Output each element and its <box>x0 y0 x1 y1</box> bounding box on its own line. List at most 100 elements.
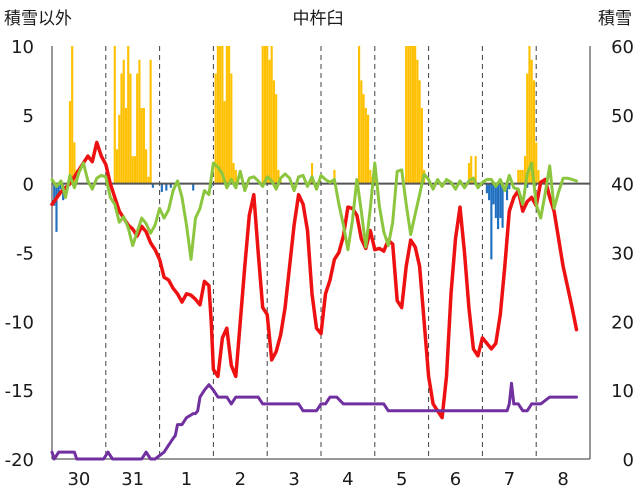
y-tick-label-right: 60 <box>611 37 634 58</box>
snow-bar <box>519 169 522 184</box>
y-tick-label-right: 40 <box>611 175 634 196</box>
snow-bar <box>138 59 141 184</box>
blue-bar <box>508 183 511 190</box>
snow-bar <box>268 59 271 184</box>
blue-bar <box>497 183 500 230</box>
snow-bar <box>420 107 423 184</box>
blue-bar <box>169 183 172 188</box>
snow-bar <box>470 156 473 184</box>
snow-bar <box>230 73 233 184</box>
snow-bar <box>68 101 71 184</box>
blue-bar <box>151 183 154 188</box>
y-tick-label-right: 10 <box>611 381 634 402</box>
blue-bar <box>526 183 529 188</box>
y-tick-label-right: 20 <box>611 312 634 333</box>
y-tick-label-left: 0 <box>23 175 34 196</box>
snow-bar <box>411 46 414 184</box>
snow-bar <box>418 80 421 184</box>
snow-bar <box>120 73 123 184</box>
blue-bar <box>505 183 509 201</box>
snow-bar <box>140 107 143 184</box>
axes <box>51 46 591 460</box>
snow-bar <box>142 107 145 184</box>
snow-bar <box>147 176 150 184</box>
snow-bar <box>234 169 237 184</box>
snow-bar <box>225 46 228 184</box>
snow-bar <box>530 59 533 184</box>
snow-bar <box>270 46 273 184</box>
series-line <box>50 381 578 461</box>
snow-bar <box>358 46 361 184</box>
snow-bar <box>223 101 226 184</box>
snow-bar <box>261 46 264 184</box>
x-tick-label: 30 <box>67 469 90 490</box>
y-tick-label-left: -5 <box>16 244 34 265</box>
snow-bar <box>467 163 471 184</box>
x-tick-label: 7 <box>504 469 515 490</box>
snow-bar <box>136 73 139 184</box>
snow-bar <box>71 46 74 184</box>
snow-bar <box>360 80 363 184</box>
snow-bar <box>523 156 527 184</box>
y-tick-label-left: -10 <box>5 312 34 333</box>
x-tick-label: 8 <box>557 469 568 490</box>
y-tick-label-right: 50 <box>611 106 634 127</box>
snow-bar <box>127 46 130 184</box>
snow-bar <box>407 46 410 184</box>
snow-bar <box>537 169 540 184</box>
snow-bar <box>535 142 538 184</box>
snow-bar <box>124 107 128 184</box>
blue-bar <box>494 183 497 219</box>
snow-bar <box>272 80 275 184</box>
right-axis-label: 積雪 <box>598 9 632 29</box>
snow-bar <box>474 156 477 184</box>
y-tick-label-left: 10 <box>11 37 34 58</box>
snow-bar <box>266 46 269 184</box>
blue-bar <box>53 183 56 206</box>
snow-bar <box>113 46 116 184</box>
snow-bar <box>416 59 419 184</box>
series-lines <box>50 140 579 461</box>
snow-bar <box>532 80 536 184</box>
blue-bar <box>501 183 504 228</box>
snow-bar <box>149 59 152 184</box>
y-tick-label-right: 30 <box>611 244 634 265</box>
x-tick-label: 5 <box>396 469 407 490</box>
y-tick-label-right: 0 <box>623 450 634 471</box>
snow-bar <box>214 73 217 184</box>
x-tick-label: 2 <box>235 469 246 490</box>
chart-title: 中杵臼 <box>293 9 344 29</box>
snow-bar <box>373 176 376 184</box>
snow-bar <box>232 163 235 184</box>
snow-bar <box>521 169 524 184</box>
snow-bar <box>263 46 267 184</box>
snow-bar <box>219 46 222 184</box>
series-line <box>50 161 578 261</box>
series-line <box>50 140 579 420</box>
x-tick-label: 1 <box>181 469 192 490</box>
snow-depth-bars <box>68 46 540 184</box>
blue-bar <box>488 183 491 201</box>
blue-bar <box>492 183 495 205</box>
snow-bar <box>122 59 125 184</box>
snow-bar <box>367 114 370 184</box>
snow-bar <box>275 94 278 184</box>
blue-bar <box>57 183 60 197</box>
snow-bar <box>364 107 367 184</box>
snow-bar <box>73 142 76 184</box>
blue-bar <box>490 183 493 260</box>
x-tick-label: 4 <box>342 469 353 490</box>
blue-bar <box>499 183 502 219</box>
snow-bar <box>405 46 408 184</box>
snow-bar <box>115 149 119 184</box>
grid-lines <box>105 46 537 459</box>
snow-bar <box>131 156 134 184</box>
snow-bar <box>277 169 280 184</box>
snow-bar <box>145 149 148 184</box>
x-tick-label: 6 <box>450 469 461 490</box>
blue-bar <box>485 183 488 194</box>
snow-bar <box>517 169 520 184</box>
snow-bar <box>414 46 417 184</box>
snow-bar <box>228 46 231 184</box>
